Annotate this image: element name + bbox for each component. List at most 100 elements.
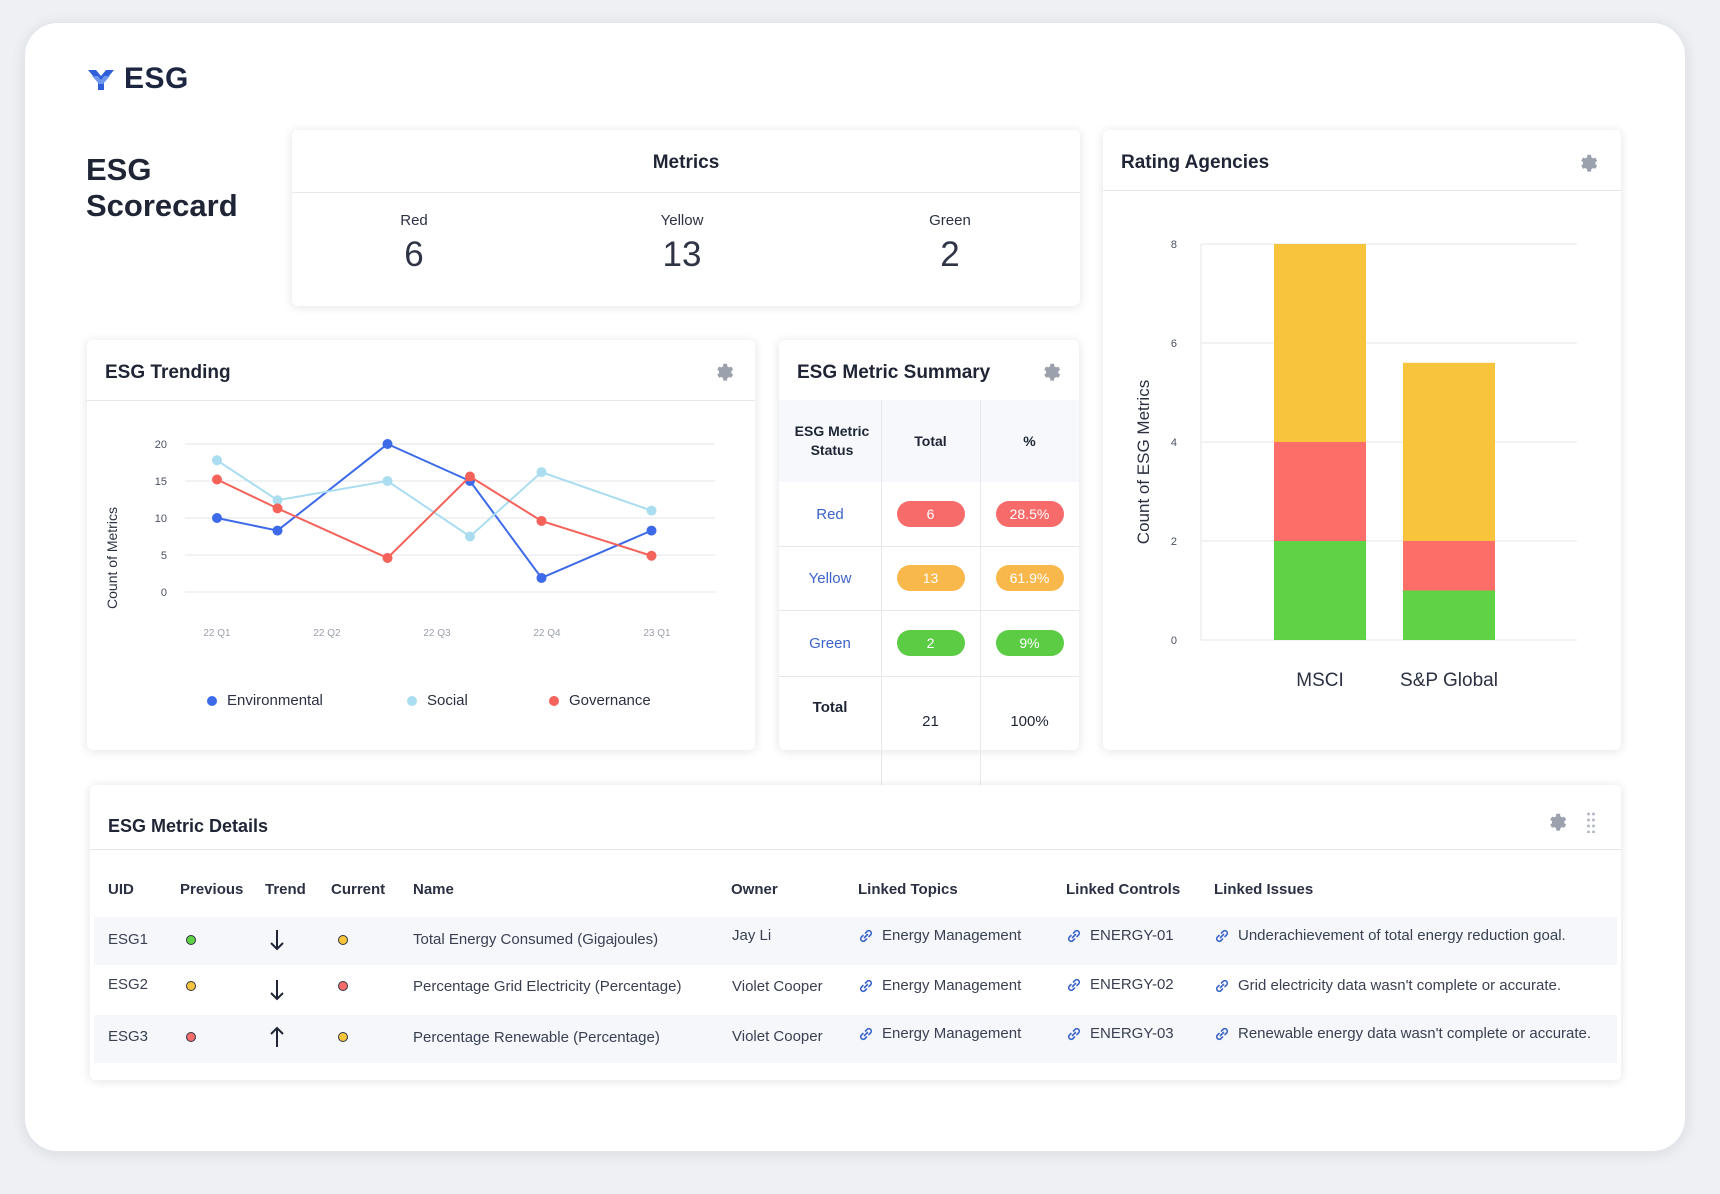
gear-icon[interactable]: [1547, 811, 1569, 833]
summary-total-cell: 6: [881, 482, 980, 546]
data-point-environmental: [536, 572, 547, 583]
summary-status-red[interactable]: Red: [816, 505, 844, 523]
legend-dot: [549, 695, 559, 706]
metric-label: Green: [929, 212, 971, 229]
y-tick-label: 10: [155, 513, 167, 525]
summary-status-green[interactable]: Green: [809, 634, 851, 652]
metric-label: Red: [400, 212, 428, 229]
col-header-linked-topics[interactable]: Linked Topics: [858, 881, 958, 898]
cell-linked-control[interactable]: ENERGY-02: [1066, 976, 1174, 993]
table-row[interactable]: ESG1 Total Energy Consumed (Gigajoules) …: [94, 917, 1617, 965]
gear-icon[interactable]: [714, 361, 736, 383]
divider: [87, 400, 755, 401]
data-point-social: [212, 455, 222, 466]
metric-red: Red 6: [354, 212, 474, 275]
divider: [980, 400, 981, 850]
bar-segment: [1274, 244, 1366, 442]
data-point-governance: [465, 471, 475, 482]
x-tick-label: MSCI: [1296, 670, 1344, 691]
cell-linked-control[interactable]: ENERGY-01: [1066, 927, 1174, 944]
metric-value: 13: [662, 235, 702, 274]
cell-uid: ESG2: [108, 976, 149, 993]
col-header-trend[interactable]: Trend: [265, 881, 306, 898]
y-axis-label: Count of Metrics: [104, 507, 120, 609]
data-point-environmental: [646, 525, 657, 536]
app-logo[interactable]: ESG: [86, 62, 189, 96]
data-point-environmental: [212, 513, 222, 523]
cell-linked-control[interactable]: ENERGY-03: [1066, 1025, 1174, 1042]
divider: [90, 849, 1621, 850]
divider: [779, 610, 1079, 611]
summary-total-value: 21: [922, 712, 939, 730]
linked-control-text: ENERGY-01: [1090, 927, 1174, 944]
x-tick-label: 22 Q3: [423, 628, 451, 639]
cell-owner: Jay Li: [732, 927, 772, 944]
col-header-name[interactable]: Name: [413, 881, 454, 898]
col-header-linked-issues[interactable]: Linked Issues: [1214, 881, 1314, 898]
metric-yellow: Yellow 13: [622, 212, 742, 275]
cell-name[interactable]: Percentage Renewable (Percentage): [413, 1029, 660, 1046]
x-tick-label: 22 Q2: [313, 628, 341, 639]
data-point-social: [272, 495, 283, 506]
cell-linked-issue[interactable]: Renewable energy data wasn't complete or…: [1214, 1025, 1591, 1042]
col-header-current[interactable]: Current: [331, 881, 386, 898]
x-tick-label: 22 Q1: [203, 628, 231, 639]
linked-topic-text: Energy Management: [882, 977, 1022, 994]
rating-card: Rating Agencies 0 2 4 6 8 Count of ESG Metric…: [1103, 130, 1621, 750]
previous-status-dot: [186, 935, 196, 945]
summary-pct-red: 28.5%: [995, 501, 1064, 527]
data-point-environmental: [272, 525, 283, 536]
col-header-linked-controls[interactable]: Linked Controls: [1066, 881, 1181, 898]
legend-label: Social: [427, 692, 468, 709]
bar-segment: [1403, 590, 1495, 640]
col-header-previous[interactable]: Previous: [180, 881, 244, 898]
trending-card: ESG Trending 0 5 10 15 20 22 Q1 22 Q2 22 Q3 22 Q…: [87, 340, 755, 750]
legend-dot: [207, 695, 217, 706]
summary-status-yellow[interactable]: Yellow: [808, 569, 852, 587]
cell-name[interactable]: Total Energy Consumed (Gigajoules): [413, 931, 659, 948]
summary-total-cell: 2: [881, 610, 980, 676]
summary-header-total: Total: [914, 433, 947, 449]
summary-pct-cell: 61.9%: [980, 546, 1079, 610]
divider: [779, 546, 1079, 547]
data-point-social: [465, 531, 475, 542]
summary-total-pct: 100%: [1010, 712, 1049, 730]
link-icon: [1067, 978, 1081, 992]
series-line-governance: [216, 475, 652, 560]
current-status-dot: [338, 981, 348, 991]
trend-down-icon: [270, 980, 284, 1001]
gear-icon[interactable]: [1041, 361, 1063, 383]
col-header-uid[interactable]: UID: [108, 881, 134, 898]
table-row[interactable]: ESG2 Percentage Grid Electricity (Percen…: [94, 965, 1617, 1013]
series-line-social: [216, 459, 652, 538]
linked-issue-text: Underachievement of total energy reducti…: [1238, 927, 1566, 944]
data-point-social: [536, 467, 547, 478]
drag-handle-icon[interactable]: [1586, 811, 1596, 833]
cell-linked-topic[interactable]: Energy Management: [858, 1025, 1021, 1042]
y-axis-label: Count of ESG Metrics: [1134, 380, 1153, 544]
series-line-environmental: [216, 442, 652, 580]
data-point-governance: [536, 515, 547, 526]
col-header-owner[interactable]: Owner: [731, 881, 778, 898]
details-card-title: ESG Metric Details: [108, 816, 269, 836]
cell-owner: Violet Cooper: [732, 1028, 823, 1045]
data-point-social: [646, 505, 657, 516]
bar-segment: [1403, 362, 1495, 541]
summary-pct-green: 9%: [995, 630, 1064, 656]
cell-linked-issue[interactable]: Underachievement of total energy reducti…: [1214, 927, 1566, 944]
gear-icon[interactable]: [1578, 152, 1600, 174]
current-status-dot: [338, 935, 348, 945]
legend-dot: [407, 695, 417, 706]
cell-linked-topic[interactable]: Energy Management: [858, 927, 1021, 944]
summary-header-pct: %: [1023, 433, 1036, 449]
summary-header-status: ESG Metric Status: [794, 423, 870, 458]
cell-linked-topic[interactable]: Energy Management: [858, 977, 1021, 994]
y-tick-label: 20: [155, 439, 167, 451]
cell-linked-issue[interactable]: Grid electricity data wasn't complete or…: [1214, 977, 1561, 994]
cell-name[interactable]: Percentage Grid Electricity (Percentage): [413, 978, 682, 995]
table-row[interactable]: ESG3 Percentage Renewable (Percentage) V…: [94, 1015, 1617, 1063]
legend-environmental: Environmental: [207, 692, 323, 709]
trending-card-title: ESG Trending: [105, 362, 231, 383]
divider: [292, 192, 1080, 193]
summary-total-yellow: 13: [896, 565, 965, 591]
